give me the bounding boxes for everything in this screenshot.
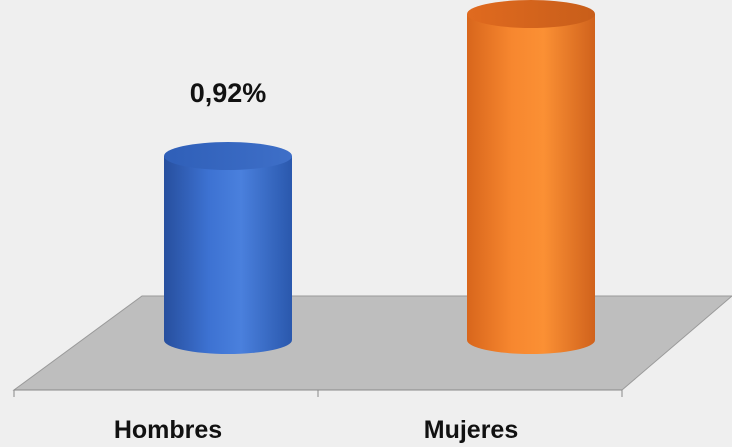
bar-body bbox=[164, 156, 292, 354]
data-label: 0,92% bbox=[190, 78, 267, 108]
bar-hombres bbox=[164, 142, 292, 354]
bar-body bbox=[467, 14, 595, 354]
category-label: Mujeres bbox=[424, 416, 518, 444]
bar-mujeres bbox=[467, 0, 595, 354]
bar-top bbox=[164, 142, 292, 170]
category-label: Hombres bbox=[114, 416, 222, 444]
bars-layer bbox=[164, 0, 595, 354]
bar-top bbox=[467, 0, 595, 28]
chart-floor bbox=[12, 295, 732, 391]
labels-layer: 0,92% Hombres Mujeres bbox=[114, 78, 518, 444]
